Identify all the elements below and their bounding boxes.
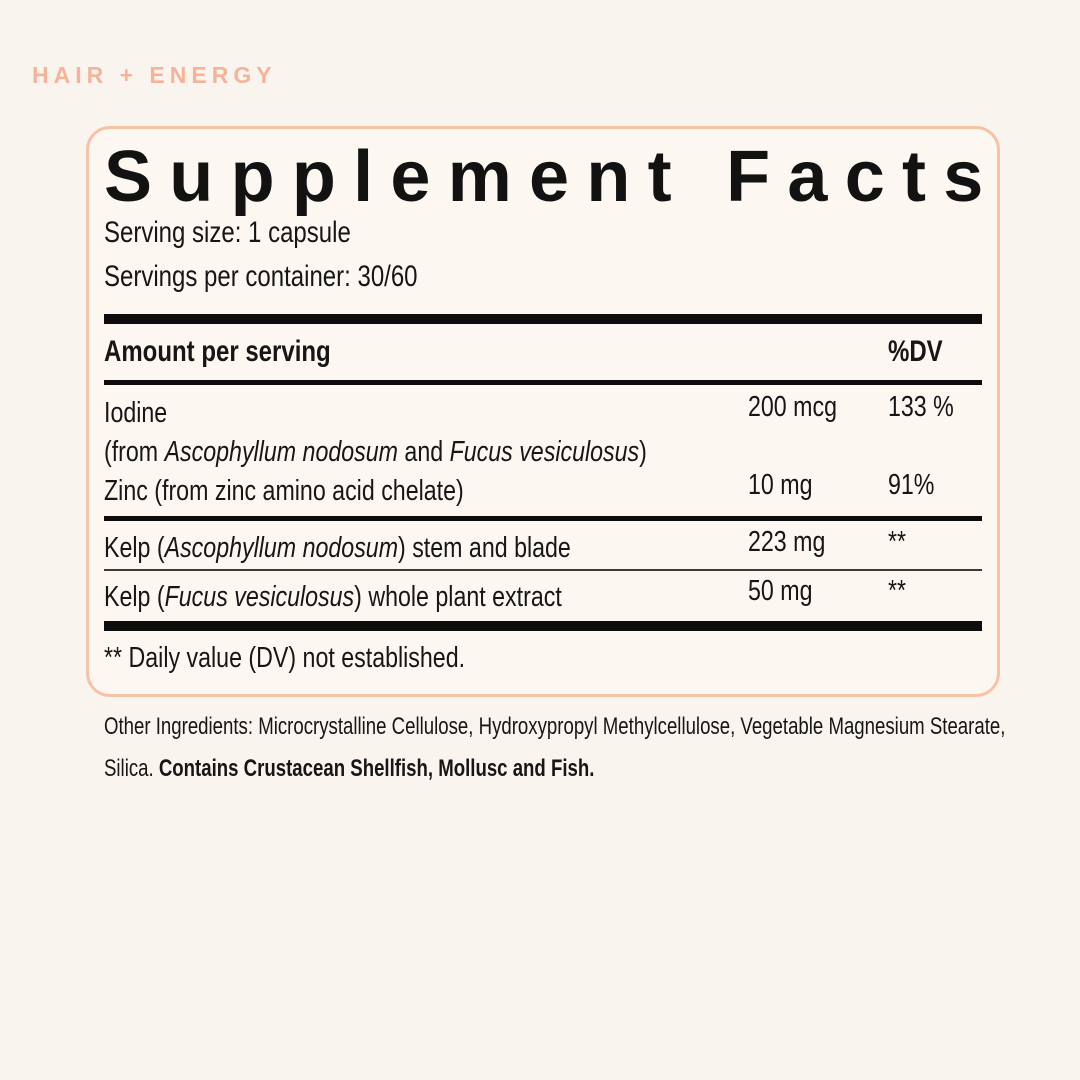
ingredient-source-note: (from Ascophyllum nodosum and Fucus vesi… [104,436,647,468]
collection-label: HAIR + ENERGY [32,62,277,88]
supplement-facts-panel: Supplement Facts Serving size: 1 capsule… [86,126,1000,697]
ingredient-amount: 10 mg [748,469,813,501]
ingredient-amount: 200 mcg [748,391,837,423]
facts-rows: Iodine 200 mcg 133 % (from Ascophyllum nodo… [104,391,982,631]
serving-size-line: Serving size: 1 capsule [104,215,982,251]
dv-footnote: ** Daily value (DV) not established. [104,642,466,674]
ingredient-row: Zinc (from zinc amino acid chelate) 10 mg… [104,469,982,511]
ingredient-dv: ** [888,575,907,607]
ingredient-name: Zinc (from zinc amino acid chelate) [104,475,464,507]
ingredient-name: Iodine [104,397,168,429]
row-divider [104,569,982,571]
table-bottom-bar [104,621,982,631]
serving-size-text: Serving size: 1 capsule [104,216,351,249]
ingredient-row: Iodine 200 mcg 133 % [104,391,982,433]
table-header-row: Amount per serving %DV [104,332,982,372]
amount-column-header: Amount per serving [104,335,331,368]
ingredient-name: Kelp (Ascophyllum nodosum) stem and blad… [104,532,571,564]
servings-per-container-line: Servings per container: 30/60 [104,259,982,295]
servings-per-container-text: Servings per container: 30/60 [104,260,418,293]
ingredient-dv: 91% [888,469,935,501]
header-divider [104,380,982,385]
ingredient-amount: 223 mg [748,526,826,558]
supplement-facts-title: Supplement Facts [104,137,1001,217]
section-divider [104,516,982,521]
table-top-bar [104,314,982,324]
other-ingredients-line: Silica. Contains Crustacean Shellfish, M… [104,755,595,782]
other-ingredients-paragraph: Other Ingredients: Microcrystalline Cell… [104,706,1080,790]
ingredient-row: Kelp (Ascophyllum nodosum) stem and blad… [104,526,982,568]
ingredient-dv: 133 % [888,391,954,423]
ingredient-row: Kelp (Fucus vesiculosus) whole plant ext… [104,575,982,617]
dv-column-header: %DV [888,335,943,368]
ingredient-amount: 50 mg [748,575,813,607]
ingredient-name: Kelp (Fucus vesiculosus) whole plant ext… [104,581,562,613]
ingredient-dv: ** [888,526,907,558]
other-ingredients-line: Other Ingredients: Microcrystalline Cell… [104,713,1006,740]
